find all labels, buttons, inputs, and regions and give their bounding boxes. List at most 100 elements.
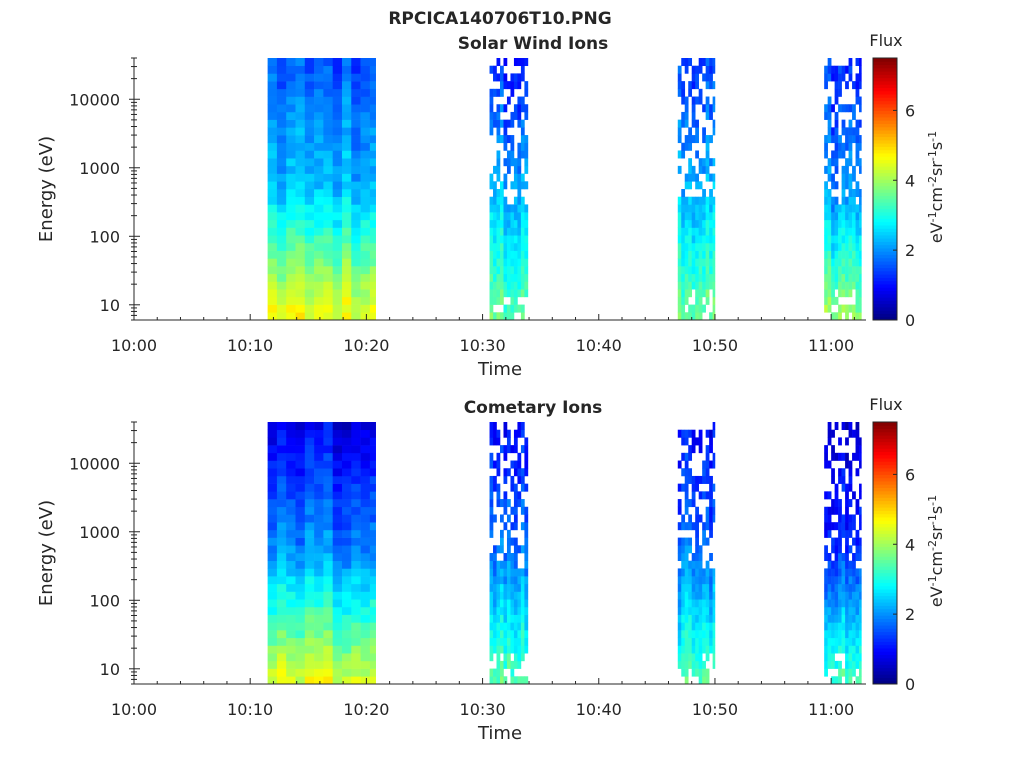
heatmap-cell (500, 545, 504, 554)
heatmap-cell (520, 499, 525, 508)
heatmap-cell (859, 614, 862, 623)
heatmap-cell (517, 422, 522, 431)
colorbar-frame (872, 57, 898, 321)
heatmap-cell (698, 653, 703, 662)
heatmap-cell (852, 235, 856, 244)
colorbar-segment (873, 225, 897, 229)
heatmap-cell (838, 599, 842, 608)
heatmap-cell (493, 591, 497, 600)
heatmap-cell (369, 119, 376, 128)
heatmap-cell (489, 266, 494, 275)
heatmap-cell (314, 483, 324, 492)
heatmap-cell (677, 499, 682, 508)
heatmap-cell (341, 142, 352, 151)
heatmap-cell (304, 142, 315, 151)
heatmap-cell (841, 281, 846, 290)
heatmap-cell (831, 289, 835, 298)
colorbar-segment (873, 651, 897, 656)
heatmap-cell (351, 553, 361, 562)
heatmap-cell (841, 142, 846, 151)
heatmap-cell (859, 250, 862, 259)
heatmap-cell (286, 219, 296, 228)
heatmap-cell (360, 127, 371, 136)
heatmap-cell (493, 606, 497, 615)
heatmap-cell (831, 250, 835, 259)
heatmap-cell (681, 553, 686, 562)
heatmap-cell (332, 219, 343, 228)
heatmap-cell (513, 660, 518, 669)
heatmap-cells (267, 422, 862, 685)
heatmap-cell (295, 422, 306, 431)
heatmap-cell (517, 119, 522, 128)
heatmap-cell (702, 637, 706, 646)
heatmap-cell (314, 676, 324, 685)
heatmap-cell (681, 660, 686, 669)
heatmap-cell (712, 235, 716, 244)
heatmap-cell (286, 204, 296, 213)
heatmap-cell (295, 150, 306, 159)
heatmap-cell (496, 645, 501, 654)
heatmap-cell (684, 266, 689, 275)
heatmap-cell (677, 653, 682, 662)
heatmap-cell (510, 483, 515, 492)
heatmap-cell (677, 553, 682, 562)
heatmap-cell (496, 289, 501, 298)
heatmap-cell (520, 630, 525, 639)
heatmap-cell (314, 219, 324, 228)
heatmap-cell (332, 96, 343, 105)
heatmap-cell (341, 258, 352, 267)
heatmap-cell (824, 189, 828, 198)
heatmap-cell (831, 204, 835, 213)
heatmap-cell (695, 483, 699, 492)
colorbar-segment (873, 422, 897, 426)
heatmap-cell (712, 219, 716, 228)
heatmap-cell (841, 227, 846, 236)
heatmap-cell (496, 258, 501, 267)
heatmap-cell (841, 304, 846, 313)
heatmap-cell (827, 73, 832, 82)
heatmap-cell (705, 514, 710, 523)
heatmap-cell (510, 645, 515, 654)
heatmap-cell (831, 622, 835, 631)
heatmap-cell (369, 645, 376, 654)
heatmap-cell (709, 553, 713, 562)
heatmap-cell (295, 104, 306, 113)
heatmap-cell (332, 653, 343, 662)
heatmap-cell (827, 614, 832, 623)
heatmap-cell (314, 296, 324, 305)
heatmap-cell (506, 212, 511, 221)
heatmap-cell (496, 312, 501, 321)
heatmap-cell (276, 65, 287, 74)
heatmap-cell (712, 181, 716, 190)
heatmap-cell (702, 250, 706, 259)
heatmap-cell (500, 560, 504, 569)
heatmap-cell (314, 235, 324, 244)
heatmap-cell (712, 173, 716, 182)
heatmap-cell (845, 660, 849, 669)
heatmap-cell (295, 189, 306, 198)
heatmap-cell (684, 606, 689, 615)
heatmap-cell (848, 196, 853, 205)
heatmap-cell (520, 653, 525, 662)
heatmap-cell (705, 235, 710, 244)
heatmap-cell (267, 668, 278, 677)
heatmap-cell (698, 553, 703, 562)
heatmap-cell (845, 460, 849, 469)
heatmap-cell (351, 483, 361, 492)
heatmap-cell (332, 645, 343, 654)
heatmap-cell (831, 212, 835, 221)
heatmap-cell (506, 235, 511, 244)
heatmap-cell (827, 304, 832, 313)
heatmap-cell (824, 668, 828, 677)
heatmap-cell (855, 227, 860, 236)
heatmap-cell (524, 630, 529, 639)
heatmap-cell (712, 227, 716, 236)
heatmap-cell (286, 499, 296, 508)
heatmap-cell (841, 266, 846, 275)
heatmap-cell (510, 475, 515, 484)
heatmap-cell (267, 645, 278, 654)
heatmap-cell (827, 653, 832, 662)
heatmap-cell (705, 142, 710, 151)
heatmap-cell (848, 158, 853, 167)
heatmap-cell (369, 475, 376, 484)
